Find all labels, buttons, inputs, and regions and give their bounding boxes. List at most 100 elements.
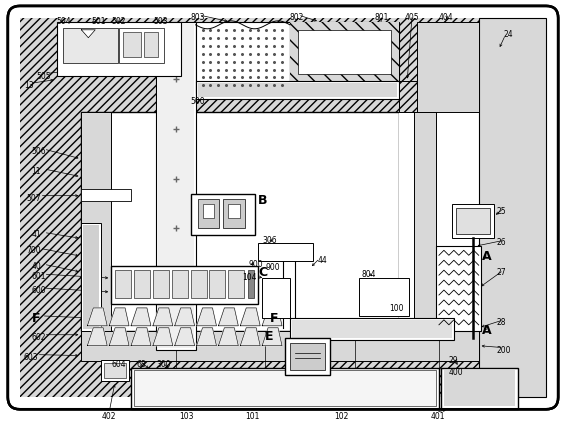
- Text: 801: 801: [374, 13, 389, 22]
- Polygon shape: [218, 308, 238, 326]
- Polygon shape: [109, 328, 129, 346]
- Text: 41: 41: [32, 231, 41, 239]
- Text: F: F: [270, 312, 278, 325]
- Bar: [414, 112, 436, 331]
- Polygon shape: [218, 328, 238, 346]
- Text: C: C: [258, 266, 267, 279]
- Polygon shape: [262, 308, 282, 326]
- Text: B: B: [258, 194, 268, 207]
- Bar: [20, 18, 82, 397]
- Bar: [82, 223, 101, 331]
- Text: 102: 102: [335, 412, 349, 421]
- Bar: [419, 24, 477, 110]
- Bar: [131, 368, 439, 409]
- FancyBboxPatch shape: [8, 6, 558, 409]
- Bar: [82, 18, 479, 112]
- Polygon shape: [87, 328, 107, 346]
- Text: 405: 405: [404, 13, 419, 22]
- Polygon shape: [196, 328, 216, 346]
- Bar: [158, 24, 194, 348]
- Text: 40: 40: [32, 262, 41, 271]
- Text: 601: 601: [32, 272, 46, 281]
- Text: 505: 505: [37, 71, 52, 80]
- Bar: [290, 22, 399, 82]
- Polygon shape: [175, 328, 195, 346]
- Polygon shape: [196, 308, 216, 326]
- Bar: [63, 28, 118, 63]
- Bar: [171, 270, 188, 298]
- Text: 400: 400: [449, 368, 464, 376]
- Text: 803: 803: [191, 13, 205, 22]
- Text: 404: 404: [439, 13, 453, 22]
- Text: 401: 401: [431, 412, 445, 421]
- Bar: [83, 333, 477, 359]
- Text: 101: 101: [245, 412, 260, 421]
- Bar: [224, 199, 245, 228]
- Bar: [111, 266, 258, 304]
- Text: 44: 44: [318, 256, 328, 265]
- Text: 24: 24: [504, 30, 513, 39]
- Text: 300: 300: [157, 360, 171, 368]
- Polygon shape: [131, 308, 151, 326]
- Bar: [228, 270, 245, 298]
- Text: 603: 603: [24, 353, 38, 362]
- Bar: [134, 270, 150, 298]
- Bar: [248, 270, 254, 298]
- Text: 602: 602: [32, 333, 46, 342]
- Text: A: A: [482, 250, 491, 263]
- Bar: [452, 203, 494, 239]
- Bar: [82, 112, 111, 331]
- Text: A: A: [482, 324, 491, 337]
- Text: 306: 306: [262, 236, 277, 245]
- Bar: [417, 22, 479, 112]
- Bar: [153, 270, 169, 298]
- Bar: [228, 203, 241, 217]
- Bar: [57, 22, 181, 77]
- Text: 900: 900: [265, 263, 280, 272]
- Text: 900: 900: [248, 260, 263, 269]
- Bar: [156, 112, 196, 331]
- Bar: [115, 270, 131, 298]
- Text: 27: 27: [496, 268, 506, 277]
- Text: 501: 501: [91, 17, 106, 26]
- Bar: [416, 114, 434, 329]
- Text: 502: 502: [111, 17, 126, 26]
- Text: 68: 68: [137, 360, 147, 368]
- Text: 104: 104: [242, 273, 257, 282]
- Bar: [399, 112, 479, 331]
- Bar: [444, 371, 516, 406]
- Bar: [196, 22, 290, 93]
- Text: 200: 200: [496, 346, 511, 354]
- Polygon shape: [131, 328, 151, 346]
- Bar: [436, 246, 481, 331]
- Text: 26: 26: [496, 239, 506, 247]
- Bar: [290, 318, 454, 340]
- Bar: [123, 32, 141, 57]
- Bar: [156, 22, 196, 350]
- Bar: [290, 343, 325, 371]
- Polygon shape: [153, 328, 173, 346]
- Bar: [83, 114, 109, 329]
- Bar: [209, 270, 225, 298]
- Text: E: E: [265, 330, 273, 343]
- Text: 506: 506: [32, 147, 46, 156]
- Bar: [134, 371, 436, 406]
- Bar: [262, 278, 290, 318]
- Bar: [82, 331, 479, 360]
- Text: 11: 11: [32, 167, 41, 176]
- Bar: [290, 22, 399, 82]
- Bar: [191, 270, 207, 298]
- Polygon shape: [109, 308, 129, 326]
- Text: 29: 29: [449, 356, 458, 365]
- Bar: [158, 114, 194, 329]
- Polygon shape: [82, 30, 95, 38]
- Bar: [285, 338, 329, 376]
- Text: 804: 804: [362, 270, 376, 279]
- Bar: [144, 32, 158, 57]
- Bar: [359, 278, 409, 316]
- Bar: [82, 328, 479, 397]
- Text: 503: 503: [153, 17, 168, 26]
- Text: F: F: [32, 312, 40, 325]
- Text: 28: 28: [496, 318, 506, 327]
- Polygon shape: [153, 308, 173, 326]
